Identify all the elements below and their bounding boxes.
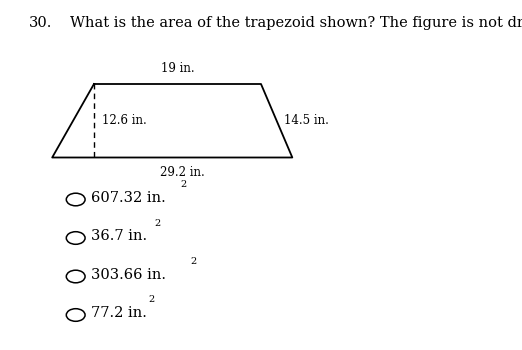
Text: 12.6 in.: 12.6 in.	[102, 114, 147, 127]
Text: 14.5 in.: 14.5 in.	[284, 114, 329, 127]
Text: 77.2 in.: 77.2 in.	[91, 306, 147, 320]
Text: 607.32 in.: 607.32 in.	[91, 191, 166, 205]
Text: 2: 2	[180, 180, 186, 189]
Text: 36.7 in.: 36.7 in.	[91, 229, 148, 243]
Text: 303.66 in.: 303.66 in.	[91, 268, 167, 282]
Text: 2: 2	[191, 257, 197, 266]
Text: 29.2 in.: 29.2 in.	[160, 166, 205, 179]
Text: 2: 2	[154, 218, 160, 228]
Text: 30.: 30.	[29, 16, 52, 30]
Text: 19 in.: 19 in.	[161, 62, 194, 75]
Text: What is the area of the trapezoid shown? The figure is not drawn to scale.: What is the area of the trapezoid shown?…	[70, 16, 522, 30]
Text: 2: 2	[149, 295, 155, 304]
